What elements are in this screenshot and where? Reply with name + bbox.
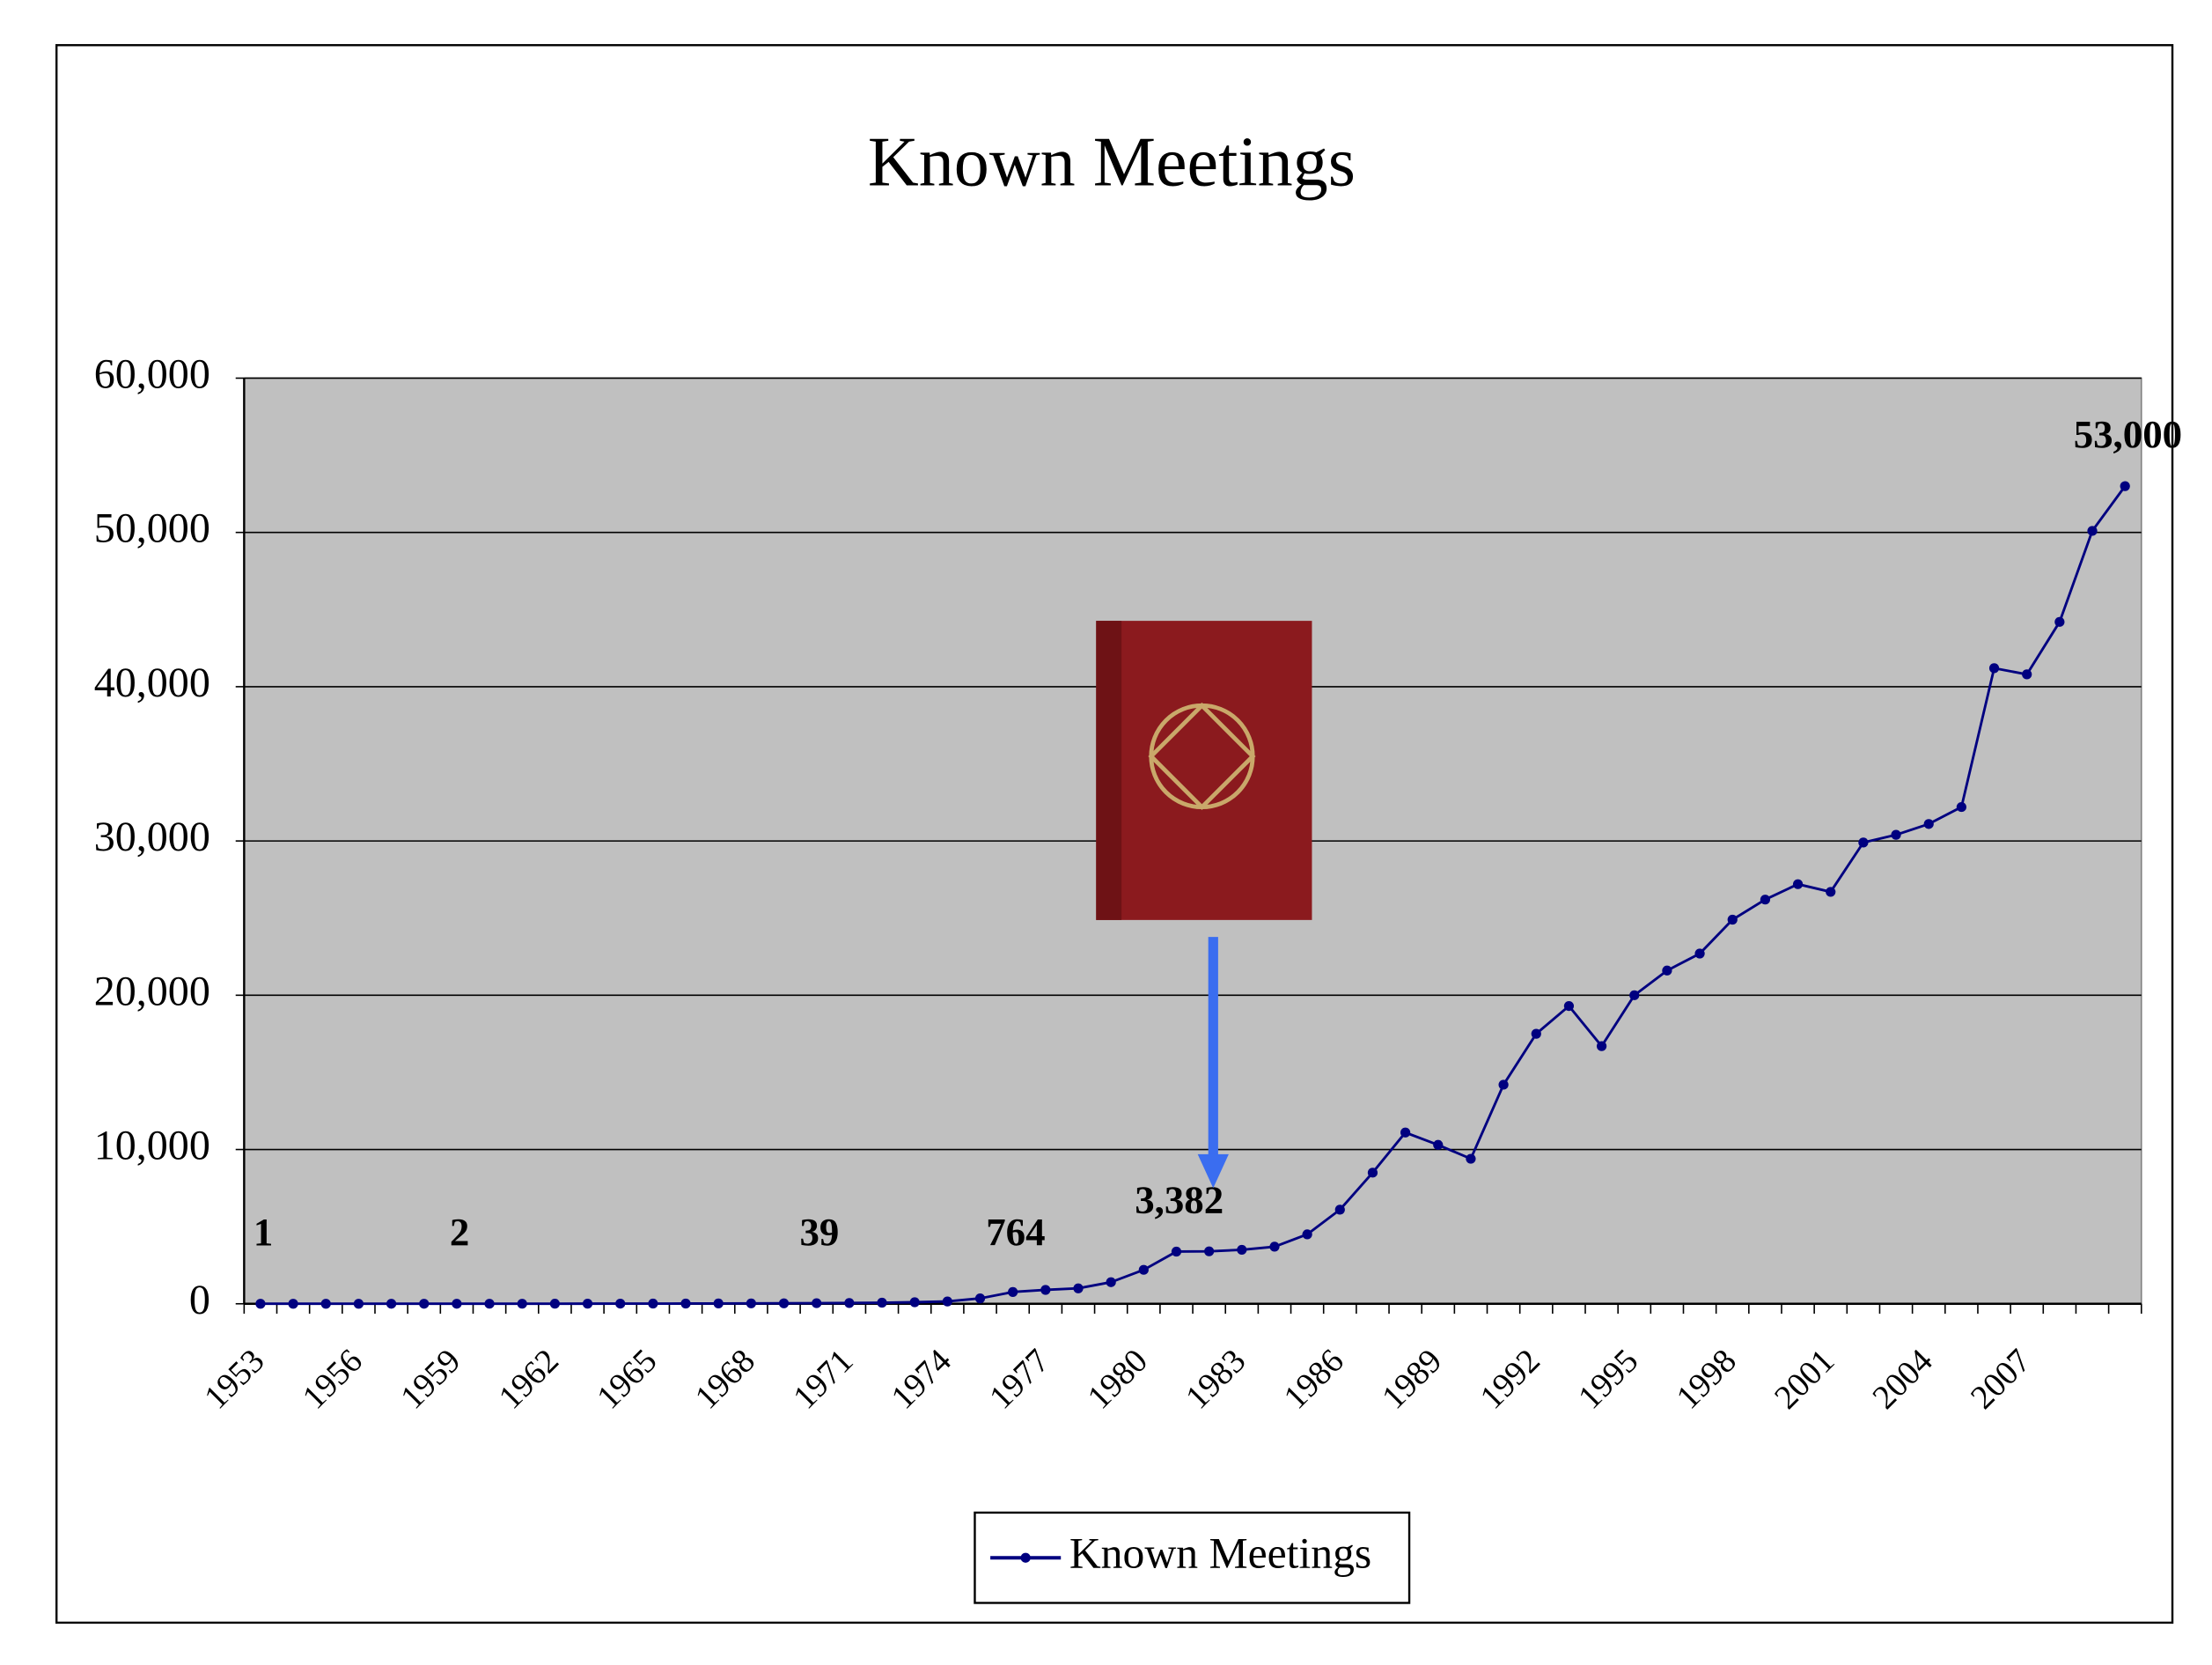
book-cover bbox=[1096, 621, 1312, 920]
data-point bbox=[1923, 819, 1934, 829]
legend-marker bbox=[1020, 1552, 1031, 1563]
data-point bbox=[877, 1297, 887, 1308]
data-point bbox=[1138, 1264, 1149, 1275]
chart-title: Known Meetings bbox=[868, 124, 1356, 202]
data-point bbox=[1302, 1229, 1312, 1240]
data-point bbox=[1171, 1246, 1182, 1257]
y-tick-label: 40,000 bbox=[94, 659, 210, 706]
data-point bbox=[353, 1299, 364, 1309]
data-point bbox=[1008, 1286, 1018, 1297]
y-tick-label: 20,000 bbox=[94, 968, 210, 1014]
book-image bbox=[1096, 621, 1312, 920]
data-point bbox=[1891, 829, 1901, 840]
data-point bbox=[1826, 887, 1836, 897]
data-point bbox=[648, 1298, 658, 1309]
data-point bbox=[1988, 663, 2000, 674]
book-spine bbox=[1096, 621, 1122, 920]
data-point bbox=[974, 1293, 986, 1304]
data-point bbox=[2054, 616, 2065, 627]
y-tick-label: 0 bbox=[189, 1277, 210, 1323]
legend-label: Known Meetings bbox=[1069, 1529, 1371, 1578]
data-point bbox=[1662, 965, 1672, 976]
data-label: 2 bbox=[450, 1210, 469, 1254]
data-point bbox=[582, 1299, 593, 1309]
data-point bbox=[2022, 669, 2032, 680]
data-point bbox=[1792, 879, 1804, 889]
data-point bbox=[1400, 1127, 1411, 1138]
data-point bbox=[1563, 1000, 1575, 1012]
data-point bbox=[909, 1297, 920, 1308]
data-label: 764 bbox=[986, 1210, 1045, 1254]
data-point bbox=[1956, 801, 1966, 813]
data-point bbox=[942, 1296, 952, 1307]
data-point bbox=[680, 1298, 691, 1309]
data-point bbox=[484, 1299, 495, 1309]
data-point bbox=[1531, 1028, 1541, 1039]
data-label: 1 bbox=[254, 1210, 273, 1254]
data-point bbox=[1727, 914, 1738, 925]
data-point bbox=[1237, 1244, 1247, 1256]
data-point bbox=[419, 1299, 430, 1309]
data-point bbox=[713, 1298, 724, 1309]
data-point bbox=[1466, 1153, 1476, 1164]
data-point bbox=[1334, 1205, 1345, 1215]
data-point bbox=[778, 1298, 790, 1308]
series-line bbox=[260, 485, 2127, 1306]
data-point bbox=[255, 1299, 266, 1309]
data-point bbox=[2120, 481, 2130, 491]
data-point bbox=[1760, 895, 1771, 905]
data-point bbox=[1858, 837, 1869, 848]
data-point bbox=[844, 1298, 855, 1308]
data-point bbox=[1596, 1041, 1607, 1051]
arrow bbox=[1197, 937, 1229, 1189]
data-point bbox=[549, 1299, 560, 1309]
data-point bbox=[746, 1298, 756, 1308]
data-point bbox=[1433, 1139, 1444, 1150]
y-tick-label: 30,000 bbox=[94, 814, 210, 860]
y-tick-label: 50,000 bbox=[94, 505, 210, 552]
data-point bbox=[1269, 1241, 1280, 1252]
data-point bbox=[386, 1299, 397, 1309]
data-point bbox=[1204, 1246, 1215, 1256]
data-point bbox=[615, 1298, 626, 1309]
data-point bbox=[1629, 990, 1640, 1000]
data-point bbox=[1073, 1283, 1084, 1293]
data-point bbox=[2087, 526, 2098, 536]
data-point bbox=[288, 1299, 298, 1309]
y-tick-label: 60,000 bbox=[94, 351, 210, 398]
data-label: 3,382 bbox=[1135, 1177, 1224, 1221]
data-point bbox=[1694, 948, 1705, 959]
y-tick-label: 10,000 bbox=[94, 1123, 210, 1169]
data-point bbox=[517, 1299, 527, 1309]
data-point bbox=[1367, 1168, 1378, 1178]
data-point bbox=[812, 1298, 822, 1308]
data-point bbox=[1106, 1277, 1116, 1287]
data-point bbox=[1498, 1079, 1509, 1090]
arrow-head bbox=[1197, 1153, 1229, 1189]
book-emblem-diamond bbox=[1148, 702, 1256, 811]
data-point bbox=[320, 1299, 331, 1309]
data-label: 53,000 bbox=[2074, 412, 2182, 456]
data-point bbox=[452, 1299, 462, 1309]
data-point bbox=[1040, 1285, 1051, 1295]
data-label: 39 bbox=[799, 1210, 839, 1254]
